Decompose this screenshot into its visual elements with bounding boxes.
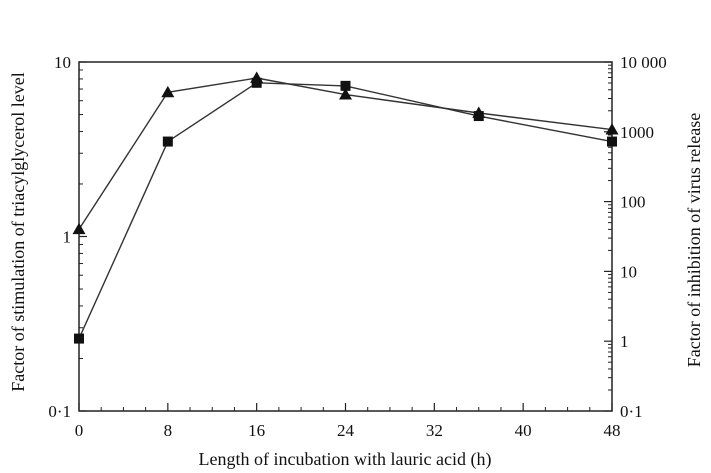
- triangle-marker: [161, 85, 175, 98]
- triangle-marker: [72, 222, 86, 235]
- plot-frame: [78, 61, 613, 412]
- y2-tick-label: 10: [620, 262, 637, 281]
- y-tick-label: 1: [63, 228, 72, 247]
- series-line-square: [78, 82, 613, 339]
- triangle-marker: [339, 88, 352, 100]
- series-lines: [78, 77, 613, 339]
- y2-tick-label: 1000: [620, 123, 654, 142]
- y2-tick-label: 100: [620, 193, 646, 212]
- major-ticks: [78, 61, 613, 412]
- x-tick-label: 32: [426, 421, 443, 440]
- square-marker: [607, 136, 617, 147]
- square-marker: [340, 80, 351, 91]
- y2-tick-label: 10 000: [620, 53, 667, 72]
- x-tick-labels: 0 8 16 24 32 40 48: [75, 421, 621, 440]
- x-tick-label: 48: [604, 421, 621, 440]
- y-tick-label: 10: [54, 53, 71, 72]
- y2-axis-title: Factor of inhibition of virus release: [684, 113, 704, 367]
- y-tick-labels: 0·1 1 10: [48, 53, 71, 421]
- x-tick-label: 40: [515, 421, 532, 440]
- square-marker: [251, 77, 262, 88]
- y2-tick-label: 1: [620, 332, 629, 351]
- x-tick-label: 16: [248, 421, 265, 440]
- y2-tick-labels: 0·1 1 10 100 1000 10 000: [620, 53, 667, 421]
- x-tick-label: 8: [164, 421, 173, 440]
- square-marker: [74, 333, 84, 344]
- y-axis-title: Factor of stimulation of triacylglycerol…: [8, 72, 28, 391]
- square-marker: [473, 111, 484, 122]
- series-line-triangle: [78, 77, 613, 230]
- y2-tick-label: 0·1: [620, 402, 643, 421]
- x-tick-label: 24: [337, 421, 355, 440]
- x-tick-label: 0: [75, 421, 84, 440]
- y-tick-label: 0·1: [48, 402, 71, 421]
- x-axis-title: Length of incubation with lauric acid (h…: [199, 449, 492, 470]
- square-marker: [162, 136, 173, 147]
- triangle-marker: [605, 123, 619, 135]
- series-markers: [72, 71, 619, 344]
- minor-ticks: [79, 64, 612, 411]
